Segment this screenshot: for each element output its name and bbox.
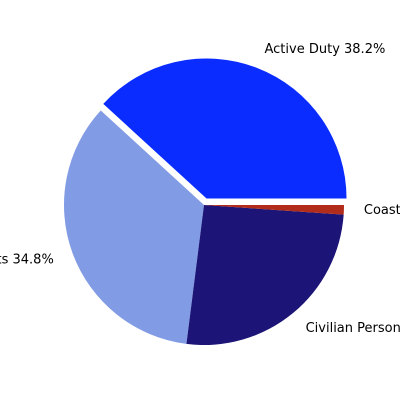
- pie-slice-active-duty: [103, 58, 347, 199]
- pie-label-reserve-components: Reserve Components 34.8%: [0, 253, 54, 268]
- pie-labels: Active Duty 38.2% Reserve Components 34.8…: [0, 42, 400, 336]
- pie-label-active-duty: Active Duty 38.2%: [265, 42, 386, 57]
- pie-slices: [63, 58, 347, 345]
- pie-label-civilian-personnel: Civilian Personnel: [306, 321, 400, 336]
- pie-slice-civilian-personnel: [186, 205, 344, 345]
- pie-label-coast-guard: Coast Guard: [364, 203, 400, 218]
- pie-slice-reserve-components: [63, 110, 204, 344]
- pie-slice-coast-guard: [204, 205, 344, 215]
